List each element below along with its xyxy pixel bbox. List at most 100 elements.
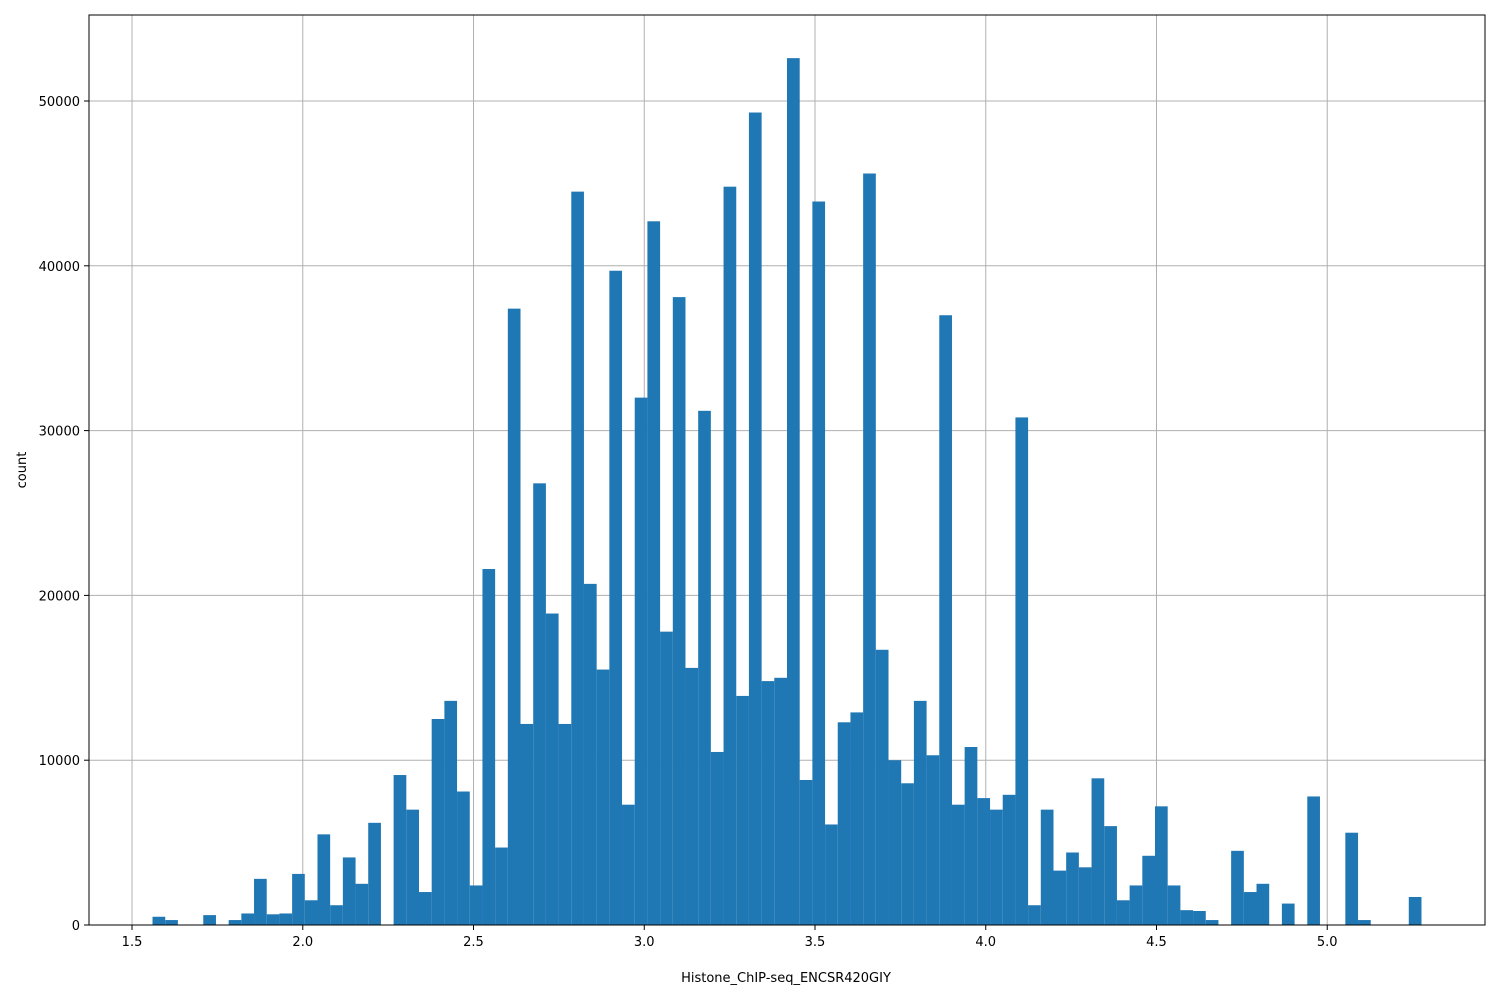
bar: [583, 583, 597, 925]
bar: [228, 920, 242, 925]
bar: [812, 201, 826, 925]
bar: [825, 824, 838, 925]
bar: [1345, 832, 1359, 925]
bar: [1078, 867, 1092, 925]
bar: [1154, 806, 1168, 925]
bar: [1091, 778, 1105, 925]
bar: [761, 681, 775, 925]
y-axis-label: count: [15, 452, 30, 489]
bar: [1243, 892, 1257, 925]
y-tick-label: 10000: [39, 754, 80, 769]
bar: [863, 173, 876, 925]
bar: [558, 723, 572, 925]
bar: [1015, 417, 1029, 925]
bar: [1104, 826, 1117, 925]
bar: [901, 783, 914, 925]
bar: [1066, 852, 1079, 925]
bar: [787, 58, 800, 925]
bar: [1231, 850, 1244, 925]
x-tick-label: 5.0: [1317, 935, 1338, 950]
bar: [152, 916, 166, 925]
y-tick-label: 40000: [39, 260, 80, 275]
bar: [951, 804, 965, 925]
bar: [1358, 920, 1371, 925]
bar: [1408, 896, 1422, 925]
bar: [342, 857, 356, 925]
bar: [330, 905, 343, 925]
bar: [1307, 796, 1320, 925]
bar: [1193, 910, 1206, 925]
bar: [660, 631, 673, 925]
bar: [622, 804, 635, 925]
bar: [1142, 855, 1155, 925]
bar: [482, 569, 496, 925]
bar: [939, 315, 952, 925]
y-tick-label: 20000: [39, 589, 80, 604]
bar: [685, 667, 699, 925]
bar: [609, 270, 623, 925]
bar: [736, 695, 749, 925]
bar: [1028, 905, 1041, 925]
x-tick-label: 4.0: [975, 935, 996, 950]
bar: [165, 920, 178, 925]
bar: [1053, 870, 1067, 925]
bar: [520, 723, 534, 925]
x-tick-label: 4.5: [1146, 935, 1167, 950]
bar: [457, 791, 470, 925]
bar: [393, 775, 407, 925]
bar: [355, 883, 369, 925]
bar: [647, 221, 661, 925]
bar: [748, 112, 762, 926]
bar: [368, 822, 381, 925]
bar: [1256, 883, 1270, 925]
x-tick-label: 2.5: [463, 935, 484, 950]
bar: [774, 677, 787, 925]
bar: [545, 613, 559, 925]
bar: [431, 718, 445, 925]
bar: [241, 913, 255, 925]
bar: [1205, 920, 1219, 925]
bar: [837, 722, 851, 925]
bar: [672, 297, 686, 925]
bar: [444, 700, 458, 925]
bar: [304, 900, 318, 925]
bar: [977, 798, 991, 925]
bar: [723, 186, 737, 925]
bar: [495, 847, 508, 925]
bar: [596, 669, 610, 925]
bar: [1281, 903, 1295, 925]
x-tick-label: 2.0: [292, 935, 313, 950]
x-axis-label: Histone_ChIP-seq_ENCSR420GIY: [681, 971, 891, 986]
x-tick-label: 1.5: [122, 935, 143, 950]
y-tick-label: 50000: [39, 95, 80, 110]
bar: [533, 483, 546, 925]
bar: [406, 809, 420, 925]
bar: [507, 308, 521, 925]
bar: [1002, 794, 1016, 925]
bar: [419, 892, 432, 925]
bar: [710, 751, 724, 925]
bar: [634, 397, 648, 925]
bar: [317, 834, 331, 925]
bar: [799, 779, 813, 925]
bar: [698, 410, 711, 926]
bar: [203, 915, 216, 925]
bar: [1180, 910, 1194, 925]
x-tick-label: 3.5: [805, 935, 826, 950]
x-tick-label: 3.0: [634, 935, 655, 950]
bar: [888, 760, 902, 925]
y-tick-label: 30000: [39, 425, 80, 440]
plot-frame: [88, 14, 1486, 926]
bar: [964, 747, 978, 925]
y-tick-label: 0: [72, 919, 80, 934]
bar: [913, 700, 927, 925]
bar: [990, 809, 1003, 925]
bar: [1040, 809, 1054, 925]
bar: [875, 649, 889, 925]
bar: [254, 878, 267, 925]
bar: [1116, 900, 1130, 925]
bar: [266, 914, 280, 925]
bar: [850, 712, 864, 925]
bar: [1167, 885, 1181, 925]
